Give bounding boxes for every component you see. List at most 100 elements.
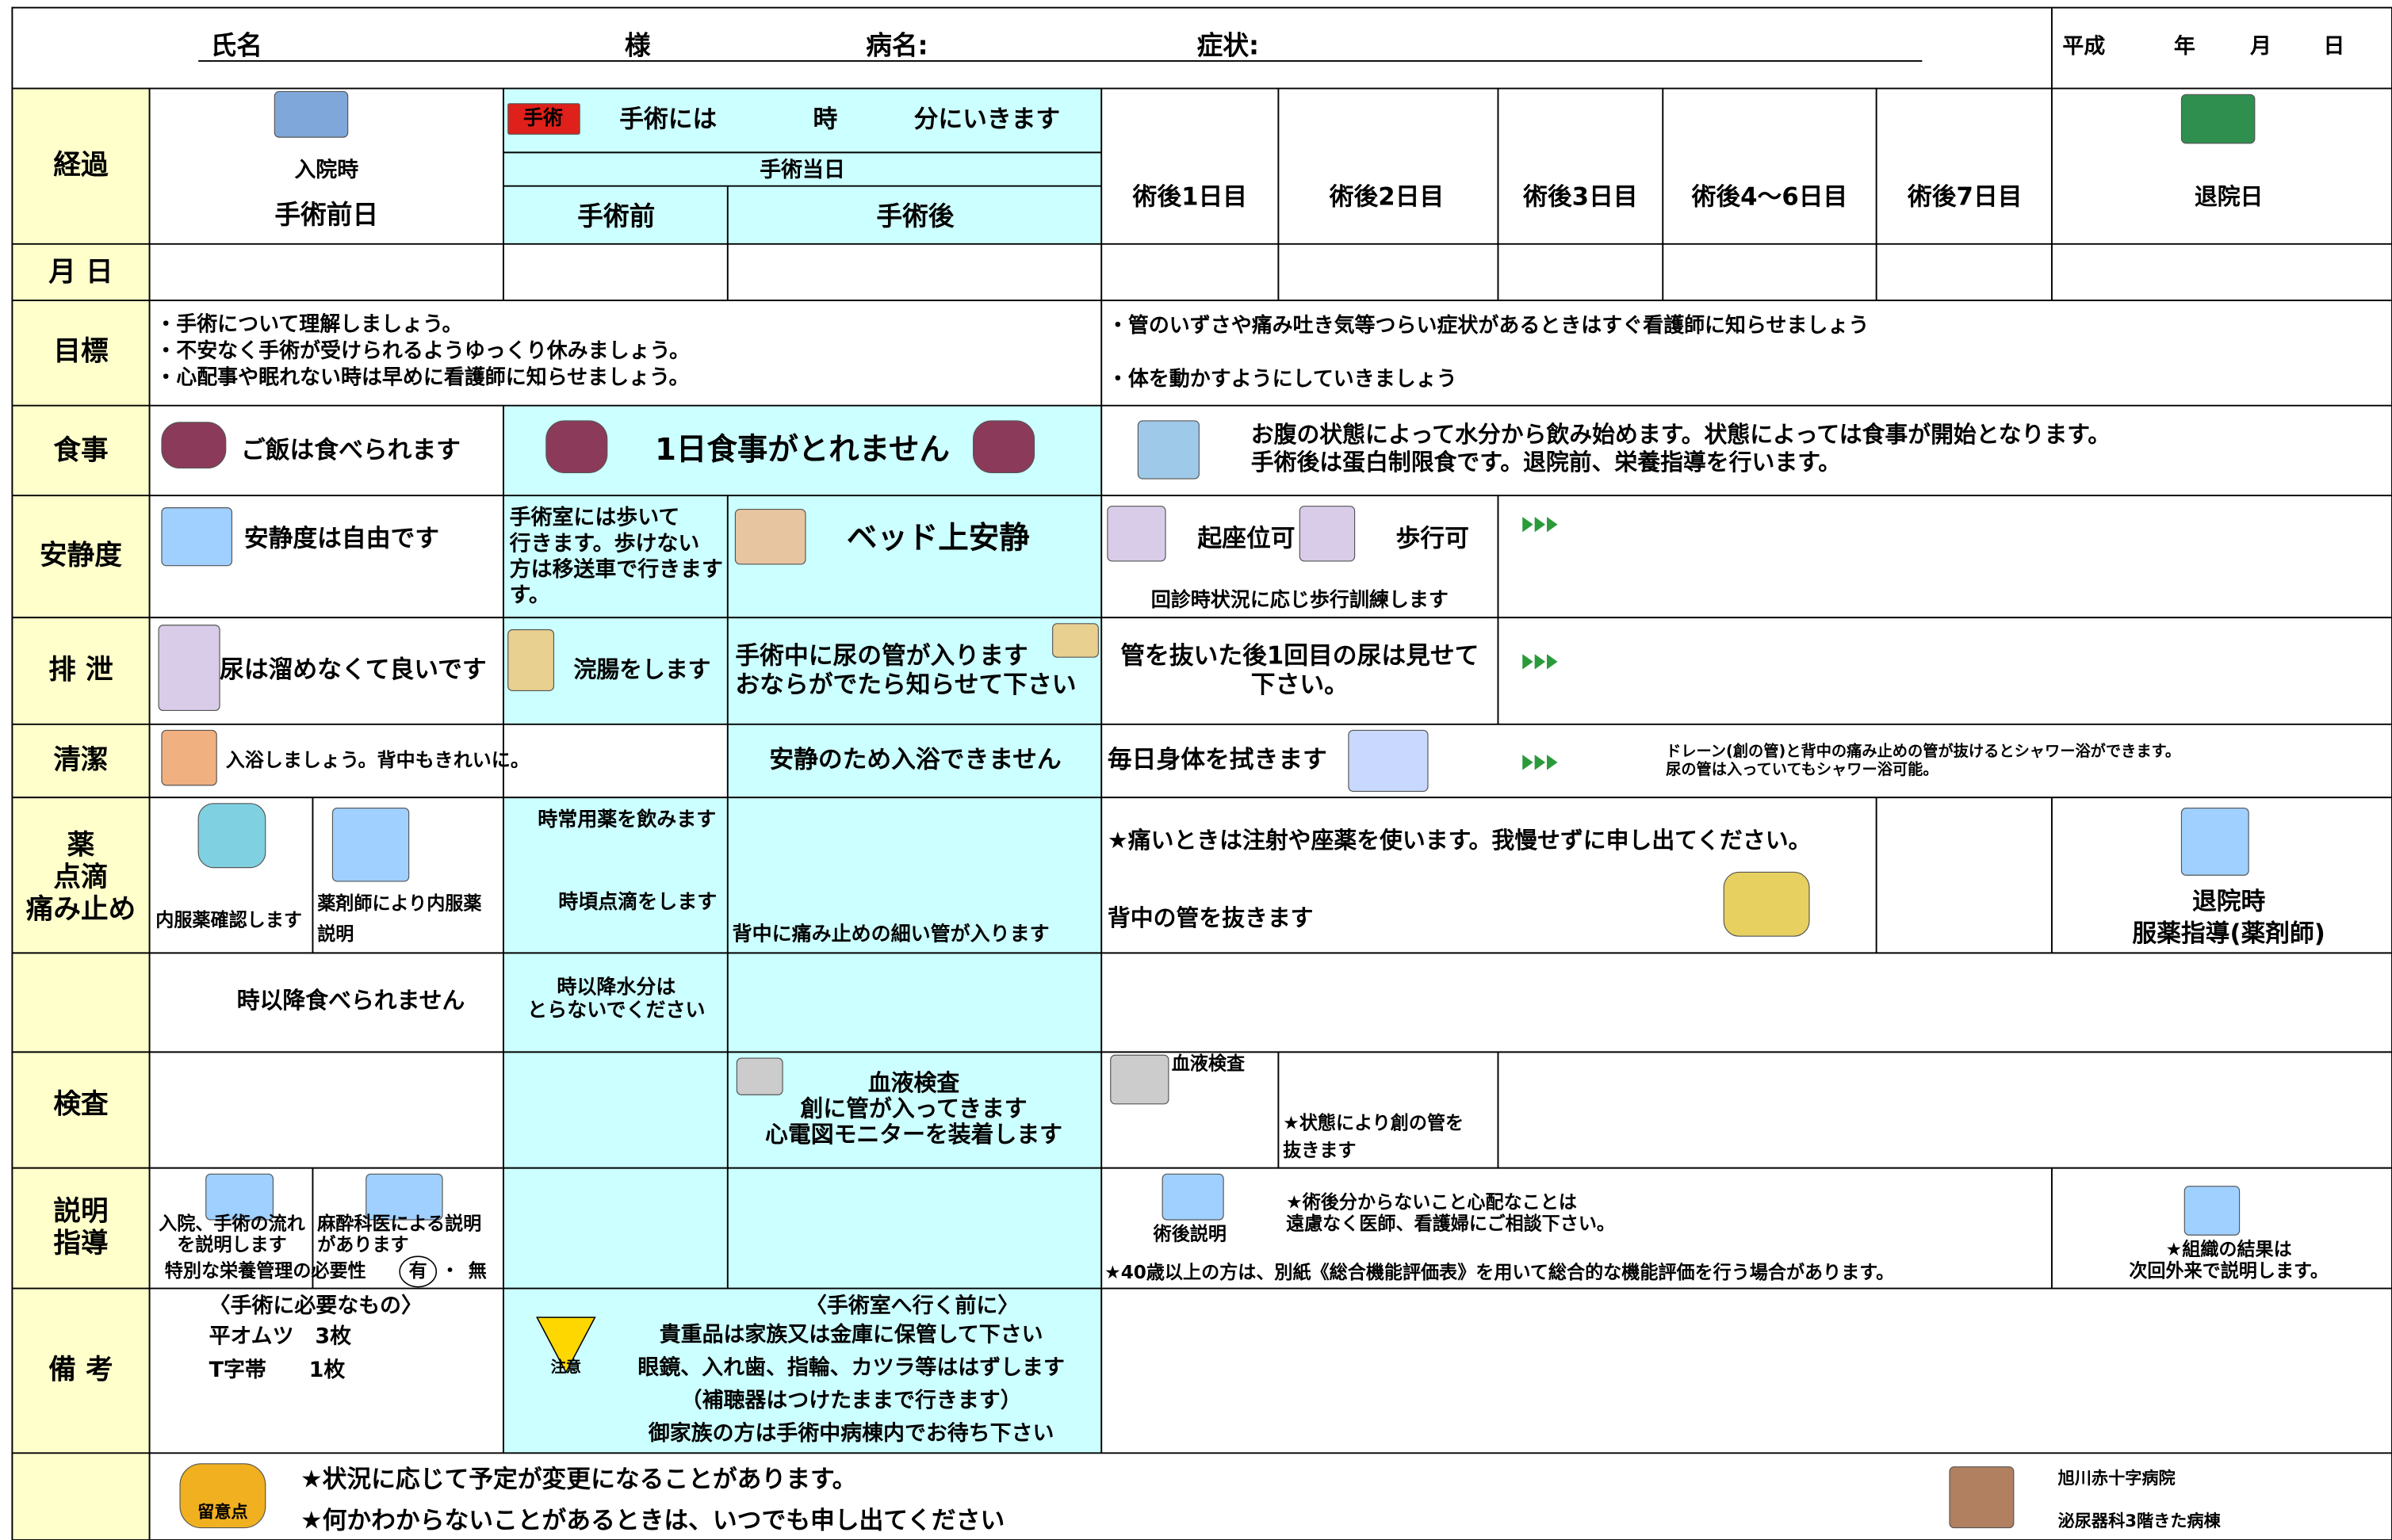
- text: 安静のため入浴できません: [769, 745, 1061, 774]
- text: 経過: [53, 150, 109, 182]
- text: 痛み止め: [26, 893, 136, 925]
- text: 薬剤師により内服薬: [317, 892, 482, 914]
- text: 回診時状況に応じ歩行訓練します: [1151, 588, 1449, 611]
- text: 分にいきます: [914, 105, 1061, 133]
- text: 指導: [53, 1228, 109, 1259]
- text: ・: [441, 1261, 459, 1282]
- text: 背中の管を抜きます: [1108, 904, 1314, 931]
- text: 症状:: [1197, 31, 1259, 61]
- text: 術後4〜6日目: [1691, 183, 1848, 212]
- text: を説明します: [177, 1234, 286, 1255]
- text: す。: [510, 583, 550, 608]
- icon: [197, 803, 266, 869]
- text: 説明: [317, 923, 354, 945]
- text: 歩行可: [1396, 525, 1469, 553]
- text: 入院時: [294, 157, 358, 182]
- surgery-column: [727, 724, 1102, 798]
- text: 点滴: [53, 862, 108, 893]
- text: 術後説明: [1153, 1224, 1227, 1245]
- text: 留意点: [197, 1501, 247, 1521]
- text: 様: [625, 31, 651, 61]
- text: 血液検査: [1172, 1053, 1246, 1074]
- arrow-icon: [1522, 755, 1533, 770]
- text: 手術室には歩いて: [510, 505, 680, 530]
- icon: [1052, 623, 1099, 658]
- icon: [1299, 506, 1356, 562]
- icon: [2180, 808, 2249, 876]
- text: 内服薬確認します: [155, 909, 302, 930]
- text: 手術当日: [760, 158, 845, 182]
- text: 説明: [53, 1195, 108, 1227]
- icon: [1162, 1173, 1224, 1221]
- text: 行きます。歩けない: [509, 530, 700, 556]
- arrow-icon: [1522, 654, 1533, 670]
- text: 手術中に尿の管が入ります: [735, 642, 1028, 671]
- text: ・不安なく手術が受けられるようゆっくり休みましょう。: [155, 338, 690, 363]
- text: 眼鏡、入れ歯、指輪、カツラ等ははずします: [637, 1355, 1065, 1380]
- text: 特別な栄養管理の必要性: [165, 1260, 366, 1282]
- text: 平オムツ 3枚: [209, 1324, 352, 1349]
- icon: [274, 90, 349, 138]
- text: 日: [2323, 34, 2344, 59]
- text: 血液検査: [868, 1069, 960, 1096]
- text: 退院日: [2195, 183, 2264, 210]
- icon: [161, 422, 227, 469]
- surgery-column: [503, 797, 1102, 1454]
- text: 退院時: [2192, 887, 2266, 915]
- text: とらないでください: [527, 998, 705, 1021]
- text: 旭川赤十字病院: [2058, 1468, 2176, 1488]
- arrow-icon: [1547, 654, 1558, 670]
- cell-fill: [149, 88, 2392, 1540]
- text: ベッド上安静: [847, 521, 1030, 556]
- text: 注意: [551, 1358, 581, 1376]
- text: 〈手術に必要なもの〉: [209, 1294, 423, 1318]
- text: 手術前日: [274, 200, 378, 230]
- text: 術後3日目: [1522, 183, 1637, 212]
- icon: [1348, 729, 1429, 793]
- arrow-icon: [1534, 654, 1546, 670]
- text: ★組織の結果は: [2166, 1239, 2292, 1260]
- text: 抜きます: [1283, 1140, 1356, 1161]
- text: 時常用薬を飲みます: [538, 808, 716, 831]
- text: 〈手術室へ行く前に〉: [806, 1293, 1019, 1318]
- text: 時頃点滴をします: [558, 890, 717, 913]
- text: 術後2日目: [1329, 183, 1444, 212]
- text: 浣腸をします: [573, 655, 710, 682]
- text: おならがでたら知らせて下さい: [735, 671, 1076, 699]
- icon: [1723, 871, 1810, 937]
- icon: [1107, 506, 1166, 562]
- text: ・管のいずさや痛み吐き気等つらい症状があるときはすぐ看護師に知らせましょう: [1108, 313, 1869, 338]
- icon: [161, 507, 233, 567]
- text: 安静度: [40, 540, 122, 571]
- text: 安静度は自由です: [244, 525, 439, 553]
- text: 術後7日目: [1907, 183, 2022, 212]
- text: 備 考: [48, 1354, 113, 1385]
- text: 目標: [53, 335, 109, 367]
- text: 月 日: [48, 256, 113, 288]
- arrow-icon: [1547, 755, 1558, 770]
- text: ★術後分からないこと心配なことは: [1286, 1191, 1577, 1213]
- text: 方は移送車で行きます: [510, 556, 723, 582]
- text: （補聴器はつけたままで行きます）: [681, 1387, 1022, 1412]
- icon: [205, 1173, 274, 1221]
- text: 次回外来で説明します。: [2129, 1260, 2329, 1282]
- text: 時: [813, 105, 838, 133]
- text: ★40歳以上の方は、別紙《総合機能評価表》を用いて総合的な機能評価を行う場合があ…: [1104, 1262, 1894, 1283]
- text: お腹の状態によって水分から飲み始めます。状態によっては食事が開始となります。: [1251, 421, 2111, 448]
- arrow-icon: [1547, 517, 1558, 533]
- text: があります: [317, 1234, 408, 1255]
- text: 尿の管は入っていてもシャワー浴可能。: [1666, 760, 1938, 778]
- text: 有: [409, 1260, 427, 1282]
- text: 時以降水分は: [557, 976, 676, 999]
- icon: [736, 1057, 783, 1095]
- caution-icon: [536, 1316, 596, 1374]
- icon: [734, 508, 806, 565]
- text: ご飯は食べられます: [241, 436, 461, 464]
- circle-mark: [399, 1255, 438, 1288]
- text: ★状況に応じて予定が変更になることがあります。: [300, 1465, 856, 1493]
- text: 時以降食べられません: [237, 987, 465, 1014]
- icon: [973, 420, 1035, 473]
- text: ・心配事や眠れない時は早めに看護師に知らせましょう。: [155, 365, 689, 390]
- icon: [161, 729, 217, 786]
